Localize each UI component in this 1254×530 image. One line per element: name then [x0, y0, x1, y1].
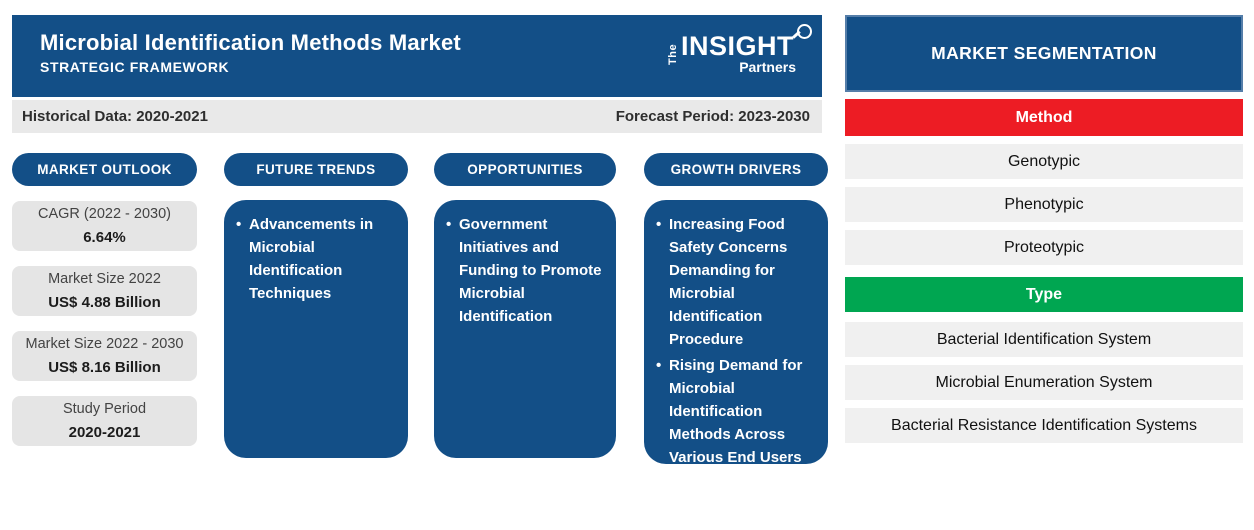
opportunities-box: Government Initiatives and Funding to Pr… — [434, 200, 616, 458]
future-trends-header: FUTURE TRENDS — [224, 153, 408, 186]
logo-insight-word: INSIGHT — [680, 31, 794, 61]
stat-label: Market Size 2022 - 2030 — [25, 336, 184, 352]
market-segmentation-title: MARKET SEGMENTATION — [845, 15, 1243, 92]
stat-value: 6.64% — [83, 229, 126, 246]
segment-item: Bacterial Resistance Identification Syst… — [845, 408, 1243, 443]
stat-card-market-size-2030: Market Size 2022 - 2030 US$ 8.16 Billion — [12, 331, 197, 381]
future-trends-list: Advancements in Microbial Identification… — [236, 213, 398, 305]
bullet-item: Government Initiatives and Funding to Pr… — [446, 213, 606, 328]
stat-label: Study Period — [62, 401, 147, 417]
logo-right-block: INSIGHT Partners — [680, 24, 812, 75]
growth-drivers-header: GROWTH DRIVERS — [644, 153, 828, 186]
page-subtitle: STRATEGIC FRAMEWORK — [40, 59, 230, 75]
segment-item: Proteotypic — [845, 230, 1243, 265]
growth-drivers-list: Increasing Food Safety Concerns Demandin… — [656, 213, 818, 469]
historical-data-label: Historical Data: 2020-2021 — [22, 108, 208, 125]
segment-item: Genotypic — [845, 144, 1243, 179]
segment-group-method: Method — [845, 99, 1243, 136]
logo-partners-text: Partners — [739, 59, 796, 75]
segment-item: Phenotypic — [845, 187, 1243, 222]
segment-group-type: Type — [845, 277, 1243, 312]
growth-drivers-column: GROWTH DRIVERS Increasing Food Safety Co… — [644, 153, 828, 466]
bullet-item: Increasing Food Safety Concerns Demandin… — [656, 213, 818, 351]
page-title: Microbial Identification Methods Market — [40, 30, 461, 55]
opportunities-list: Government Initiatives and Funding to Pr… — [446, 213, 606, 328]
growth-drivers-box: Increasing Food Safety Concerns Demandin… — [644, 200, 828, 466]
logo-insight-text: INSIGHT — [680, 24, 812, 61]
stat-value: US$ 8.16 Billion — [48, 359, 161, 376]
market-outlook-column: MARKET OUTLOOK CAGR (2022 - 2030) 6.64% … — [12, 153, 197, 446]
opportunities-column: OPPORTUNITIES Government Initiatives and… — [434, 153, 616, 458]
logo-the-text: The — [666, 43, 679, 65]
segment-item: Bacterial Identification System — [845, 322, 1243, 357]
segment-item: Microbial Enumeration System — [845, 365, 1243, 400]
period-bar: Historical Data: 2020-2021 Forecast Peri… — [12, 100, 822, 133]
stat-label: Market Size 2022 — [48, 271, 161, 287]
stat-value: US$ 4.88 Billion — [48, 294, 161, 311]
future-trends-column: FUTURE TRENDS Advancements in Microbial … — [224, 153, 408, 458]
market-segmentation-panel: MARKET SEGMENTATION Method Genotypic Phe… — [845, 15, 1243, 451]
stat-card-market-size-2022: Market Size 2022 US$ 4.88 Billion — [12, 266, 197, 316]
forecast-period-label: Forecast Period: 2023-2030 — [615, 108, 810, 125]
stat-label: CAGR (2022 - 2030) — [38, 206, 171, 222]
future-trends-box: Advancements in Microbial Identification… — [224, 200, 408, 458]
stat-value: 2020-2021 — [68, 424, 141, 441]
magnifier-icon — [797, 24, 812, 39]
report-header: Microbial Identification Methods Market … — [12, 15, 822, 97]
stat-card-cagr: CAGR (2022 - 2030) 6.64% — [12, 201, 197, 251]
insight-partners-logo: The INSIGHT Partners — [666, 24, 812, 75]
opportunities-header: OPPORTUNITIES — [434, 153, 616, 186]
bullet-item: Rising Demand for Microbial Identificati… — [656, 354, 818, 469]
bullet-item: Advancements in Microbial Identification… — [236, 213, 398, 305]
market-outlook-header: MARKET OUTLOOK — [12, 153, 197, 186]
stat-card-study-period: Study Period 2020-2021 — [12, 396, 197, 446]
